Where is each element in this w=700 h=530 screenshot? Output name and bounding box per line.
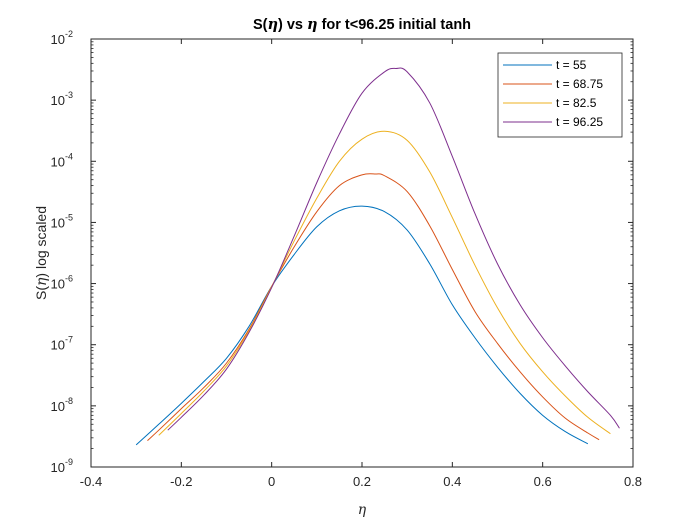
y-tick-label: 10-5 (51, 212, 73, 230)
y-tick-label: 10-6 (51, 274, 73, 292)
ylabel-part: η (34, 277, 50, 286)
y-axis-label: S(η) log scaled (33, 206, 50, 300)
legend-label: t = 96.25 (556, 115, 603, 129)
y-tick-label: 10-4 (51, 151, 73, 169)
ticks-layer: -0.4 -0.2 0 0.2 0.4 0.6 0.8 10-9 10-8 10-7 10-6 10-… (51, 29, 643, 489)
legend-label: t = 82.5 (556, 96, 597, 110)
x-axis-label: η (358, 502, 367, 518)
series-line (167, 67, 620, 431)
title-part: S( (253, 17, 268, 33)
legend: t = 55 t = 68.75 t = 82.5 t = 96.25 (497, 52, 623, 138)
legend-label: t = 55 (556, 58, 587, 72)
series-line (158, 130, 611, 436)
x-tick-label: 0.6 (534, 474, 552, 489)
y-tick-label: 10-7 (51, 335, 73, 353)
title-part: for t<96.25 initial tanh (318, 17, 472, 33)
y-tick-label: 10-8 (51, 396, 73, 414)
x-tick-label: 0 (268, 474, 275, 489)
y-tick-label: 10-2 (51, 29, 73, 47)
legend-box (497, 52, 623, 138)
x-tick-label: -0.2 (170, 474, 192, 489)
title-part: ) vs (278, 17, 307, 33)
series-line (135, 205, 589, 446)
legend-label: t = 68.75 (556, 77, 603, 91)
title-part: η (267, 16, 278, 33)
x-tick-label: 0.4 (443, 474, 461, 489)
title-part: η (307, 16, 318, 33)
x-tick-label: 0.2 (353, 474, 371, 489)
ylabel-part: ) log scaled (33, 206, 49, 278)
chart-title: S(η) vs η for t<96.25 initial tanh (253, 16, 471, 33)
series-layer (135, 67, 620, 446)
series-line (147, 173, 600, 441)
x-tick-label: -0.4 (80, 474, 102, 489)
y-tick-label: 10-3 (51, 90, 73, 108)
x-tick-label: 0.8 (624, 474, 642, 489)
ylabel-part: S( (33, 286, 49, 300)
y-tick-label: 10-9 (51, 457, 73, 475)
